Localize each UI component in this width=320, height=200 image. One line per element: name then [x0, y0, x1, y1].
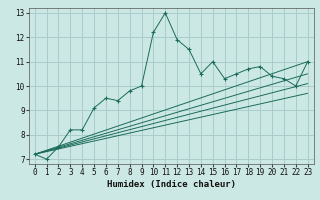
X-axis label: Humidex (Indice chaleur): Humidex (Indice chaleur): [107, 180, 236, 189]
